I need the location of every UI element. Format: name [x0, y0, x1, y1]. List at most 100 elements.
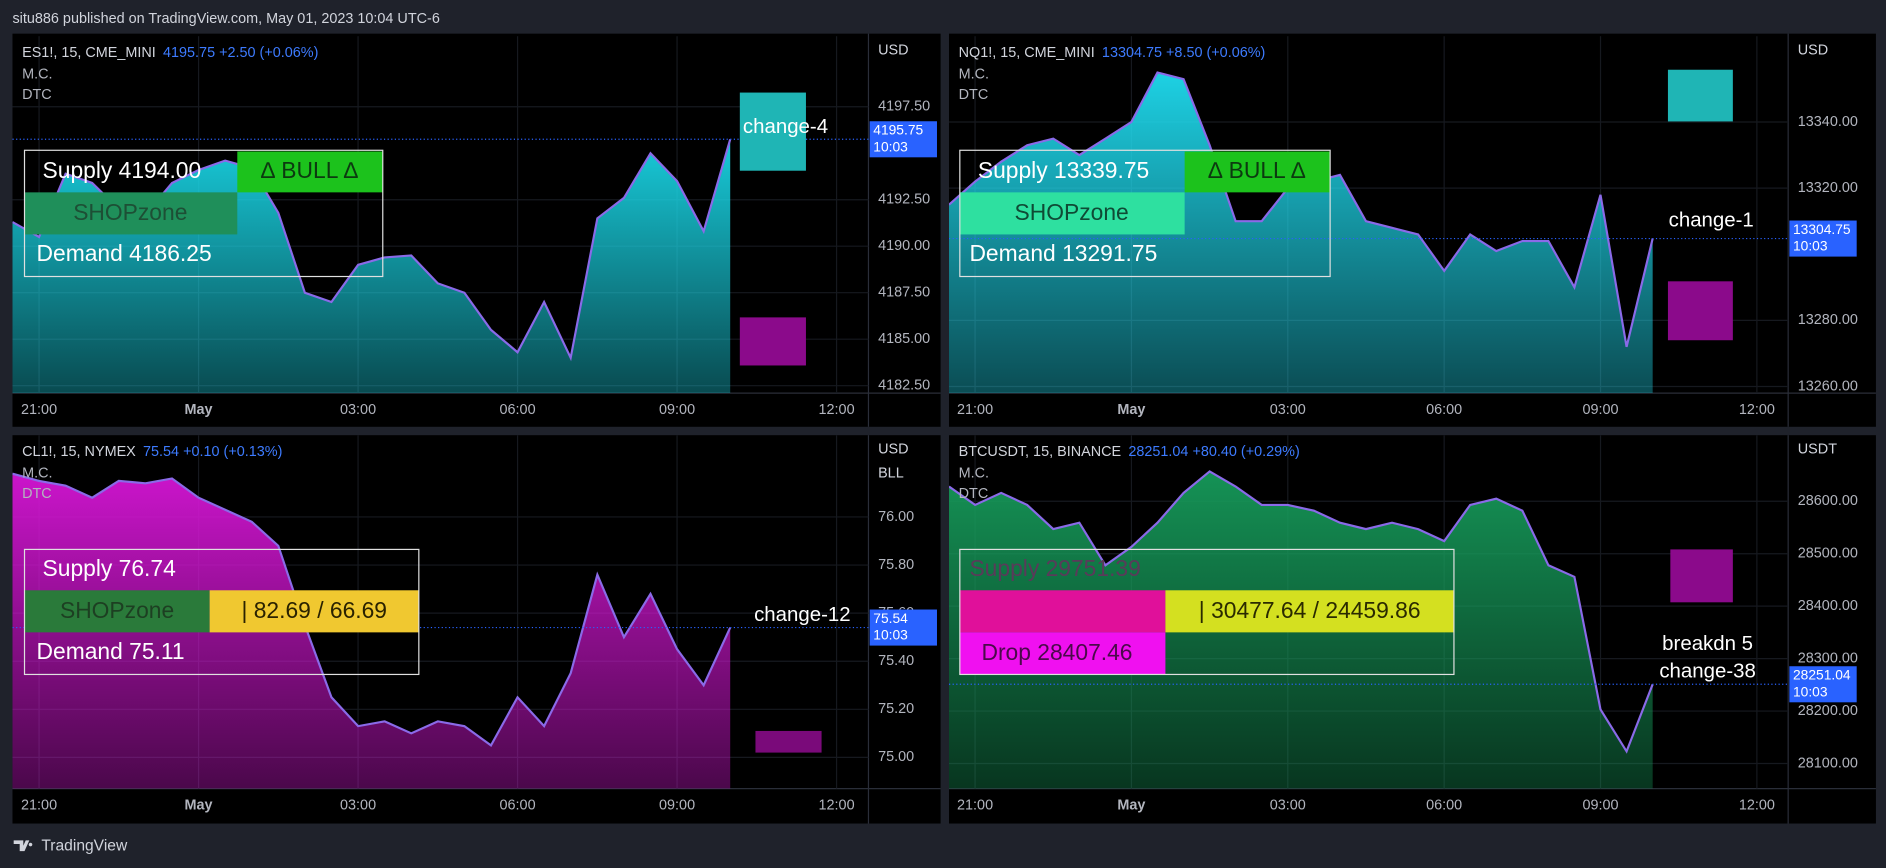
info-box [959, 548, 1455, 676]
info-box [23, 548, 420, 676]
info-cell [24, 192, 238, 235]
quote: 4195.75 +2.50 (+0.06%) [163, 45, 318, 61]
info-cell [237, 151, 383, 193]
y-tick-label: 75.20 [878, 701, 914, 717]
y-tick-label: 13280.00 [1798, 312, 1858, 328]
info-cell [1184, 151, 1331, 193]
signal-box [1667, 69, 1733, 122]
annotation: change-1 [1669, 210, 1754, 232]
info-text: Drop 28407.46 [981, 639, 1132, 665]
tradingview-logo [13, 840, 33, 852]
info-cell [959, 192, 1185, 235]
chart-panel: 76.0075.8075.6075.4075.2075.0021:00May03… [12, 435, 941, 824]
symbol: NQ1!, 15, CME_MINI [959, 45, 1095, 61]
quote: 28251.04 +80.40 (+0.29%) [1128, 444, 1299, 460]
indicator-name: M.C. [22, 66, 52, 82]
chart-panel: 13340.00 13320.00 13280.00 13260.00 21:00 May… [949, 33, 1876, 427]
price-tag [1789, 220, 1857, 257]
price-line [949, 470, 1654, 754]
info-text: Demand 4186.25 [37, 240, 212, 266]
indicator-name: DTC [959, 87, 989, 103]
info-text: Supply 76.74 [43, 555, 177, 581]
info-cell [959, 632, 1166, 675]
x-tick-label: 21:00 [957, 402, 993, 418]
y-tick-label: 28300.00 [1798, 650, 1858, 666]
info-text: | 82.69 / 66.69 [241, 597, 387, 623]
chart-panel: 28600.00 28500.00 28400.00 28300.00 28200.00… [949, 435, 1876, 824]
info-cell [1165, 590, 1454, 633]
info-box [959, 149, 1331, 278]
y-tick-label: 13340.00 [1798, 114, 1858, 130]
publish-header: situ886 published on TradingView.com, Ma… [12, 11, 439, 27]
signal-box [755, 730, 822, 753]
symbol-legend: ES1!, 15, CME_MINI 4195.75 +2.50 (+0.06%) [22, 45, 318, 61]
y-tick-label: 4190.00 [878, 238, 930, 254]
y-tick-label: 28500.00 [1798, 546, 1858, 562]
info-text: Demand 13291.75 [969, 240, 1157, 266]
info-text: SHOPzone [1015, 199, 1129, 225]
info-text: | 30477.64 / 24459.86 [1199, 597, 1421, 623]
annotation: change-12 [754, 604, 851, 626]
annotation: change-38 [1659, 660, 1756, 682]
x-tick-label: 06:00 [500, 797, 536, 813]
x-tick-label: 03:00 [1270, 797, 1306, 813]
signal-box [1670, 549, 1733, 603]
price-tag-value: 13304.75 [1793, 221, 1851, 237]
symbol: CL1!, 15, NYMEX [22, 444, 136, 460]
x-tick-label: 09:00 [659, 797, 695, 813]
signal-box [739, 92, 806, 171]
x-tick-label: 09:00 [1582, 402, 1618, 418]
x-tick-label: 12:00 [819, 797, 855, 813]
annotation: breakdn 5 [1662, 633, 1753, 655]
price-tag-value: 28251.04 [1793, 667, 1851, 683]
x-tick-label: 12:00 [1739, 402, 1775, 418]
price-tag-value: 75.54 [873, 610, 908, 626]
info-text: Supply 13339.75 [978, 157, 1149, 183]
currency: USD [1798, 42, 1828, 58]
x-tick-label: 21:00 [21, 402, 57, 418]
price-tag [869, 121, 937, 158]
x-tick-label: 03:00 [340, 402, 376, 418]
info-box [23, 149, 384, 278]
price-tag-time: 10:03 [873, 627, 908, 643]
info-text: ∆ BULL ∆ [261, 157, 358, 183]
info-text: ∆ BULL ∆ [1208, 157, 1305, 183]
indicator-name: DTC [22, 87, 52, 103]
y-tick-label: 76.00 [878, 509, 914, 525]
y-tick-label: 75.80 [878, 557, 914, 573]
symbol-legend: BTCUSDT, 15, BINANCE 28251.04 +80.40 (+0.… [959, 444, 1300, 460]
info-text: SHOPzone [73, 199, 187, 225]
plot-area [12, 435, 869, 789]
x-tick-label: 06:00 [1426, 402, 1462, 418]
y-tick-label: 4182.50 [878, 377, 930, 393]
y-tick-label: 75.00 [878, 749, 914, 765]
x-tick-label: May [1117, 797, 1145, 813]
price-tag-time: 10:03 [1793, 683, 1828, 699]
price-tag-value: 4195.75 [873, 122, 923, 138]
currency: USD [878, 441, 908, 457]
x-tick-label: 03:00 [340, 797, 376, 813]
x-tick-label: 21:00 [21, 797, 57, 813]
info-cell [24, 590, 210, 633]
x-tick-label: 09:00 [1582, 797, 1618, 813]
y-tick-label: 75.40 [878, 653, 914, 669]
annotation: change-4 [743, 116, 828, 138]
x-tick-label: 21:00 [957, 797, 993, 813]
quote: 75.54 +0.10 (+0.13%) [143, 444, 282, 460]
signal-box [739, 317, 806, 366]
price-line [12, 472, 732, 747]
info-text: Demand 75.11 [37, 638, 185, 664]
x-tick-label: 06:00 [500, 402, 536, 418]
symbol: BTCUSDT, 15, BINANCE [959, 444, 1122, 460]
x-tick-label: 06:00 [1426, 797, 1462, 813]
price-tag-time: 10:03 [873, 138, 908, 154]
x-tick-label: May [185, 402, 213, 418]
footer-brand: TradingView [41, 837, 128, 854]
y-tick-label: 28600.00 [1798, 493, 1858, 509]
x-tick-label: May [1117, 402, 1145, 418]
chart-panel: 4197.50 4192.50 4190.00 4187.50 4185.00 4182.… [12, 33, 941, 427]
price-tag [1789, 666, 1857, 703]
y-tick-label: 4187.50 [878, 285, 930, 301]
x-tick-label: 09:00 [659, 402, 695, 418]
